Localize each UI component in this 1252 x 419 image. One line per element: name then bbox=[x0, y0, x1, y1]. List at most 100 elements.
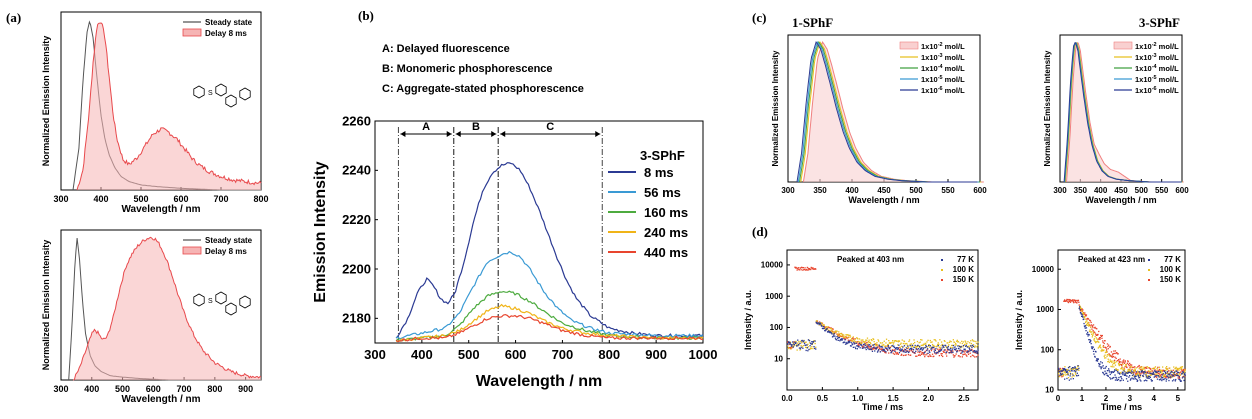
data-point bbox=[892, 340, 894, 342]
data-point bbox=[811, 341, 813, 343]
data-point bbox=[841, 339, 843, 341]
data-point bbox=[919, 345, 921, 348]
data-point bbox=[1101, 348, 1103, 351]
data-point bbox=[1143, 380, 1145, 382]
data-point bbox=[1150, 370, 1152, 372]
data-point bbox=[1106, 372, 1108, 374]
data-point bbox=[793, 345, 795, 347]
data-point bbox=[862, 347, 864, 349]
x-tick-label: 600 bbox=[146, 384, 161, 394]
data-point bbox=[812, 347, 814, 350]
molecule-ring bbox=[215, 291, 227, 305]
data-point bbox=[878, 347, 880, 349]
y-tick-label: 100 bbox=[770, 323, 784, 332]
data-point bbox=[927, 352, 929, 354]
data-point bbox=[1059, 374, 1061, 376]
data-point bbox=[1122, 363, 1124, 365]
data-point bbox=[1106, 351, 1108, 353]
x-tick-label: 400 bbox=[845, 186, 859, 195]
data-point bbox=[1138, 374, 1140, 376]
data-point bbox=[1096, 358, 1098, 360]
data-point bbox=[796, 345, 798, 347]
data-point bbox=[1077, 365, 1079, 367]
data-point bbox=[1178, 376, 1180, 378]
data-point bbox=[1084, 316, 1086, 318]
data-point bbox=[811, 345, 813, 348]
data-point bbox=[972, 340, 974, 342]
data-point bbox=[914, 344, 916, 347]
data-point bbox=[976, 352, 978, 354]
data-point bbox=[879, 348, 881, 350]
data-point bbox=[1166, 371, 1168, 373]
data-point bbox=[1166, 368, 1168, 370]
data-point bbox=[856, 345, 858, 347]
data-point bbox=[861, 341, 863, 343]
x-axis-label: Wavelength / nm bbox=[848, 195, 919, 205]
data-point bbox=[950, 351, 952, 353]
legend-label: 8 ms bbox=[644, 165, 674, 180]
data-point bbox=[837, 335, 839, 337]
data-point bbox=[1166, 375, 1168, 377]
data-point bbox=[866, 337, 869, 339]
data-point bbox=[1179, 366, 1182, 368]
data-point bbox=[1102, 346, 1104, 348]
data-point bbox=[793, 344, 795, 346]
data-point bbox=[1162, 376, 1164, 379]
x-tick-label: 2.0 bbox=[923, 394, 935, 403]
data-point bbox=[810, 347, 812, 350]
data-point bbox=[1117, 363, 1120, 365]
data-point bbox=[1122, 379, 1124, 381]
data-point bbox=[941, 353, 943, 355]
data-point bbox=[909, 345, 911, 347]
data-point bbox=[1119, 358, 1121, 360]
data-point bbox=[877, 339, 879, 341]
data-point bbox=[1089, 324, 1091, 326]
data-point bbox=[896, 340, 898, 342]
data-point bbox=[928, 355, 930, 358]
data-point bbox=[1144, 370, 1146, 373]
data-point bbox=[930, 349, 933, 352]
x-tick-label: 600 bbox=[173, 194, 188, 204]
data-point bbox=[1094, 335, 1096, 338]
data-point bbox=[1167, 373, 1169, 375]
data-point bbox=[850, 345, 852, 347]
data-point bbox=[1136, 378, 1138, 381]
data-point bbox=[966, 350, 969, 352]
data-point bbox=[1162, 373, 1165, 375]
data-point bbox=[807, 339, 810, 341]
data-point bbox=[961, 340, 963, 342]
data-point bbox=[1061, 372, 1063, 375]
x-axis-label: Wavelength / nm bbox=[1085, 195, 1156, 205]
data-point bbox=[1133, 369, 1135, 371]
data-point bbox=[1138, 367, 1140, 370]
data-point bbox=[1059, 369, 1061, 371]
data-point bbox=[890, 352, 892, 354]
data-point bbox=[915, 350, 917, 352]
data-point bbox=[1097, 358, 1099, 360]
data-point bbox=[1174, 380, 1176, 382]
plot-frame bbox=[374, 120, 704, 344]
data-point bbox=[1152, 370, 1154, 372]
data-point bbox=[966, 351, 968, 353]
region-label: A bbox=[422, 121, 430, 133]
data-point bbox=[1100, 347, 1102, 349]
data-point bbox=[787, 344, 789, 346]
data-point bbox=[1114, 362, 1116, 364]
data-point bbox=[1121, 366, 1123, 368]
data-point bbox=[947, 348, 949, 350]
data-point bbox=[1060, 374, 1063, 376]
data-point bbox=[888, 340, 890, 342]
data-point bbox=[838, 336, 840, 339]
data-point bbox=[797, 268, 799, 270]
data-point bbox=[1181, 377, 1184, 379]
data-point bbox=[905, 354, 907, 356]
data-point bbox=[802, 269, 804, 271]
data-point bbox=[1115, 368, 1117, 370]
data-point bbox=[1104, 354, 1106, 356]
data-point bbox=[1098, 338, 1100, 340]
data-point bbox=[1084, 314, 1086, 316]
data-point bbox=[935, 340, 937, 342]
data-point bbox=[881, 346, 884, 348]
data-point bbox=[912, 343, 915, 345]
data-point bbox=[835, 331, 837, 333]
